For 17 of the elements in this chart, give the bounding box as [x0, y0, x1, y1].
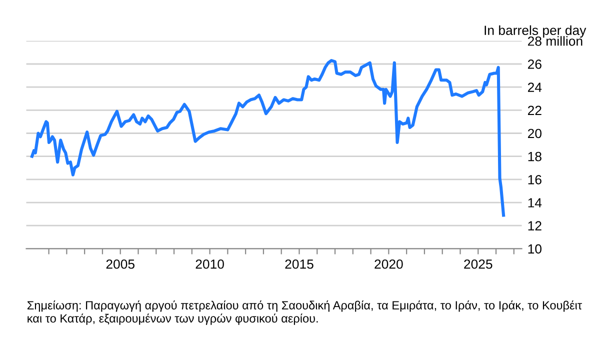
y-tick-label: 14: [528, 198, 542, 208]
x-tick-label: 2015: [285, 259, 314, 269]
y-tick-label: 16: [528, 175, 542, 184]
y-tick-label: 22: [528, 106, 542, 115]
x-tick-label: 2025: [464, 259, 492, 269]
y-tick-label: 12: [528, 221, 542, 230]
y-tick-label: 20: [528, 128, 542, 138]
x-tick-label: 2010: [196, 259, 224, 269]
y-tick-label: 28 million: [528, 36, 582, 46]
x-tick-label: 2020: [374, 259, 403, 269]
y-tick-label: 18: [528, 152, 542, 162]
line-series: [30, 59, 506, 217]
x-tick-label: 2005: [106, 259, 134, 269]
text: Σημείωση: Παραγωγή αργού πετρελαίου από τη Σαουδική Αραβία, τα Εμιράτα, το Ιράν, το Ιράκ, το Κουβέιτ και το Κατάρ, εξαιρουμένων των υγρών φυσικού αερίου.: [27, 300, 582, 325]
y-tick-label: 10: [528, 244, 542, 254]
y-tick-label: 26: [528, 60, 542, 69]
y-tick-label: 24: [528, 82, 542, 92]
